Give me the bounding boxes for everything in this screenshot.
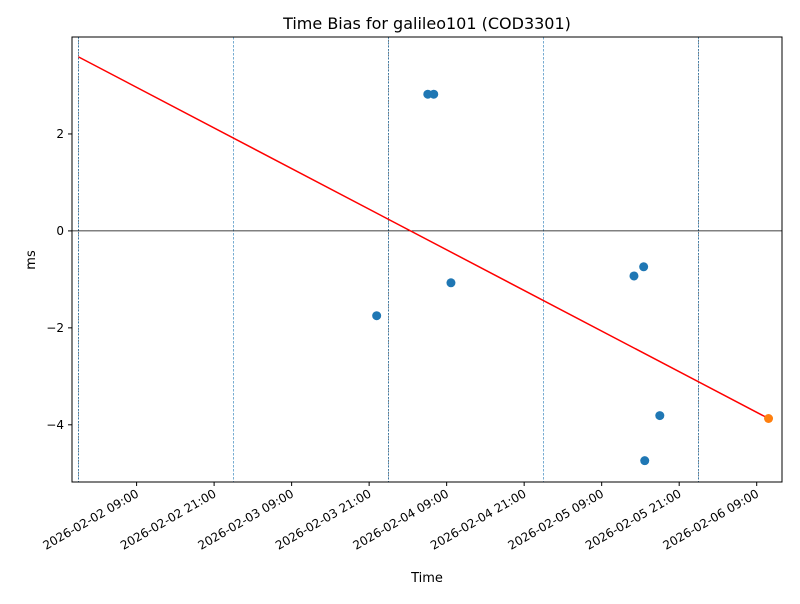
data-point-0-6 xyxy=(640,456,650,466)
y-tick-label-2: 0 xyxy=(56,224,64,238)
plot-area xyxy=(72,37,782,482)
chart-title: Time Bias for galileo101 (COD3301) xyxy=(282,14,571,33)
y-tick-label-3: 2 xyxy=(56,127,64,141)
trend-line xyxy=(78,56,769,420)
y-tick-label-0: −4 xyxy=(46,418,64,432)
axes-frame xyxy=(71,36,783,483)
data-point-0-4 xyxy=(629,271,639,281)
data-point-0-5 xyxy=(639,262,649,272)
data-point-0-3 xyxy=(446,278,456,288)
y-axis-label: ms xyxy=(24,250,39,270)
data-point-0-7 xyxy=(655,411,665,421)
x-axis-label: Time xyxy=(410,571,443,586)
data-point-0-0 xyxy=(372,311,382,321)
data-point-0-2 xyxy=(429,89,439,99)
y-tick-label-1: −2 xyxy=(46,321,64,335)
data-point-1-0 xyxy=(764,413,774,423)
